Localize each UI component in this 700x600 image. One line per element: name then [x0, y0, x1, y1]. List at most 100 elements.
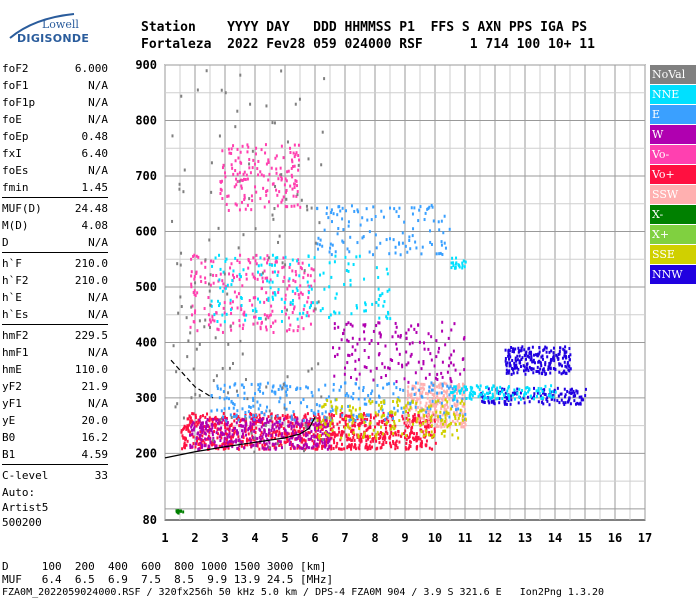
echo-point — [207, 434, 210, 438]
param-row: foE N/A — [2, 111, 108, 128]
echo-point — [341, 413, 344, 417]
echo-point — [438, 228, 441, 232]
echo-point — [211, 426, 214, 430]
echo-point — [187, 339, 190, 343]
legend-item-nne: NNE — [650, 85, 696, 104]
echo-point — [550, 349, 553, 353]
echo-point — [371, 302, 374, 306]
echo-point — [278, 423, 281, 427]
echo-point — [274, 392, 277, 396]
echo-point — [240, 184, 243, 188]
echo-point — [431, 418, 434, 422]
echo-point — [228, 151, 231, 155]
echo-point — [414, 371, 417, 375]
echo-point — [238, 442, 241, 446]
echo-point — [226, 427, 229, 431]
echo-point — [267, 256, 270, 260]
echo-point — [328, 250, 331, 254]
echo-point — [552, 354, 555, 358]
echo-point — [458, 264, 461, 268]
echo-point — [204, 432, 207, 436]
echo-point — [253, 430, 256, 434]
echo-point — [308, 431, 311, 435]
echo-point — [457, 416, 460, 420]
echo-point — [230, 400, 233, 404]
echo-point — [267, 447, 270, 451]
echo-point — [563, 349, 566, 353]
param-separator — [2, 197, 108, 198]
echo-point — [185, 427, 188, 431]
echo-point — [309, 417, 312, 421]
echo-point — [191, 304, 194, 308]
echo-point — [382, 440, 385, 444]
echo-point — [552, 351, 555, 355]
echo-point — [315, 444, 318, 448]
echo-point — [266, 254, 269, 258]
echo-point — [301, 292, 304, 296]
echo-point — [491, 386, 494, 390]
echo-point — [359, 440, 362, 444]
echo-point — [499, 385, 502, 389]
echo-point — [276, 414, 279, 418]
echo-point — [285, 308, 288, 312]
echo-point — [313, 256, 316, 260]
echo-point — [303, 304, 306, 308]
echo-point — [264, 151, 267, 155]
echo-point — [528, 365, 531, 369]
echo-point — [287, 169, 290, 173]
echo-point — [273, 207, 276, 211]
echo-point — [226, 441, 229, 445]
echo-point — [323, 228, 326, 232]
echo-point — [269, 419, 272, 423]
echo-point — [532, 367, 535, 371]
echo-point — [352, 263, 355, 267]
echo-point — [246, 443, 249, 447]
echo-point — [530, 350, 533, 354]
echo-point — [244, 430, 247, 434]
echo-point — [548, 362, 551, 366]
echo-point — [394, 447, 397, 451]
echo-point — [440, 371, 443, 375]
echo-point — [200, 261, 203, 265]
echo-point — [452, 363, 455, 367]
echo-point — [251, 434, 254, 438]
echo-point — [334, 296, 337, 300]
echo-point — [519, 391, 522, 395]
muf-row: MUF 6.4 6.5 6.9 7.5 8.5 9.9 13.9 24.5 [M… — [2, 573, 334, 586]
echo-point — [361, 416, 364, 420]
echo-point — [303, 438, 306, 442]
echo-point — [204, 426, 207, 430]
echo-point — [253, 315, 256, 319]
echo-point — [455, 410, 458, 414]
echo-point — [310, 367, 313, 371]
echo-point — [285, 179, 288, 183]
echo-point — [455, 261, 458, 265]
echo-point — [483, 400, 486, 404]
echo-point — [577, 402, 580, 406]
echo-point — [354, 348, 357, 352]
echo-point — [387, 419, 390, 423]
echo-point — [285, 415, 288, 419]
echo-point — [334, 408, 337, 412]
echo-point — [463, 402, 466, 406]
echo-point — [360, 432, 363, 436]
echo-point — [255, 426, 258, 430]
echo-point — [394, 330, 397, 334]
echo-point — [219, 180, 222, 184]
echo-point — [291, 269, 294, 273]
echo-point — [329, 246, 332, 250]
echo-point — [369, 369, 372, 373]
echo-point — [521, 345, 524, 349]
echo-point — [351, 421, 354, 425]
echo-point — [233, 276, 236, 280]
echo-point — [415, 447, 418, 451]
echo-point — [352, 428, 355, 432]
echo-point — [329, 421, 332, 425]
echo-point — [292, 151, 295, 155]
echo-point — [267, 296, 270, 300]
echo-point — [222, 442, 225, 446]
echo-point — [334, 398, 337, 402]
echo-point — [430, 419, 433, 423]
echo-point — [345, 268, 348, 272]
echo-point — [263, 257, 266, 261]
